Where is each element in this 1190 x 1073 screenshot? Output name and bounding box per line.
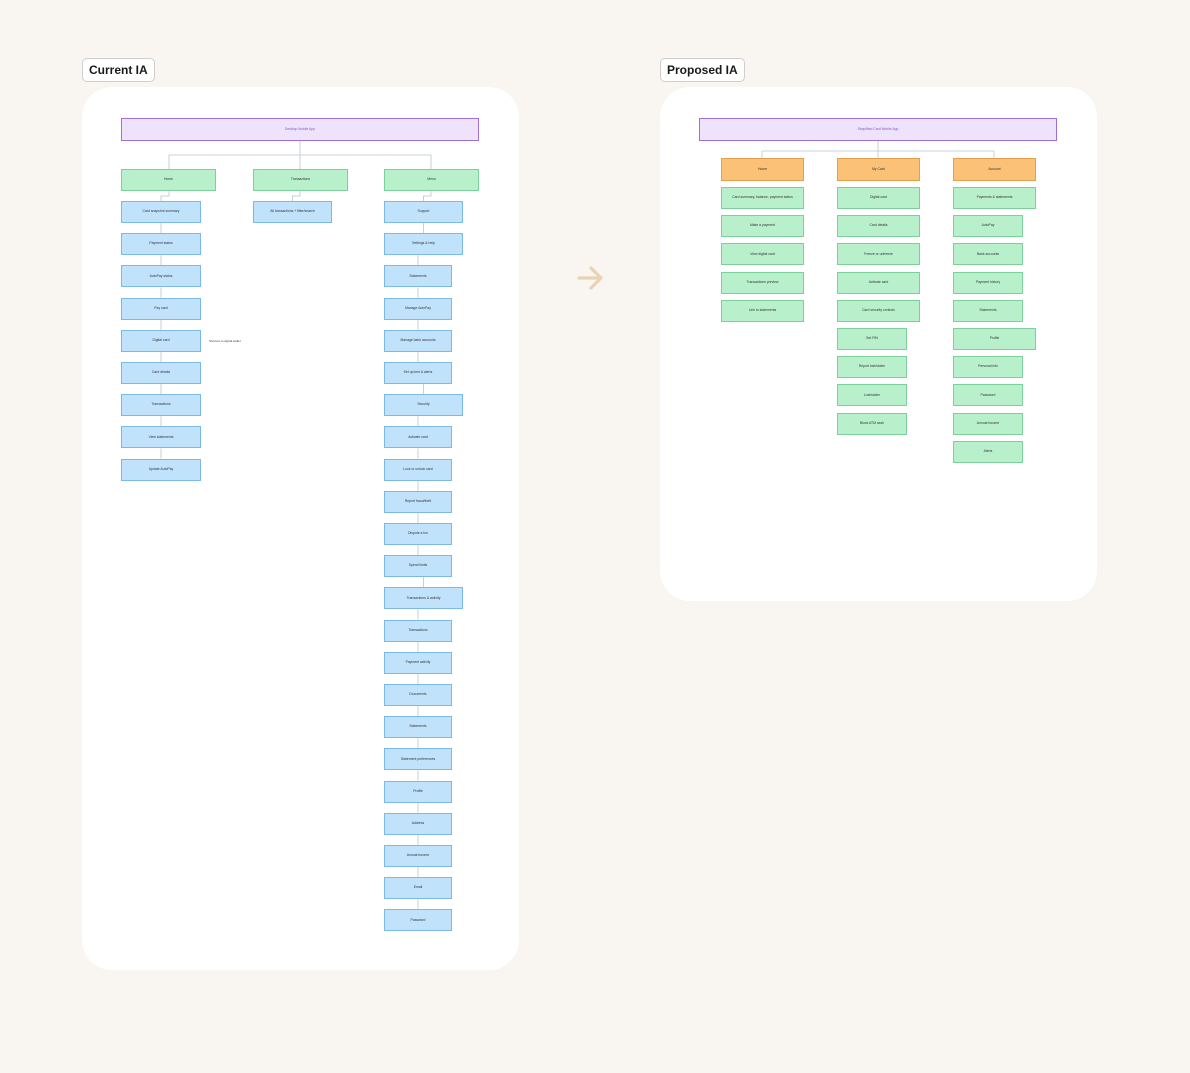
proposed-category-home: Home: [721, 158, 804, 181]
proposed-child-node: Report lost/stolen: [837, 356, 907, 379]
proposed-child-node: Bank accounts: [953, 243, 1023, 266]
current-child-node: Digital card: [121, 329, 201, 352]
current-child-node: AutoPay status: [121, 265, 201, 288]
proposed-child-node: Make a payment: [721, 215, 804, 238]
proposed-child-node: Freeze or unfreeze: [837, 243, 920, 266]
current-child-node: Statements: [384, 716, 452, 739]
current-child-node: Support: [384, 201, 463, 223]
proposed-category-my-card: My Card: [837, 158, 920, 181]
proposed-child-node: Alerts: [953, 440, 1023, 463]
current-root-node: Desktop Mobile App: [121, 118, 479, 141]
current-category-home: Home: [121, 169, 216, 191]
current-child-node: Settings & help: [384, 233, 463, 256]
current-child-node: Update AutoPay: [121, 458, 201, 481]
proposed-child-node: Link to statements: [721, 299, 804, 322]
proposed-category-account: Account: [953, 158, 1036, 181]
current-category-menu: Menu: [384, 169, 479, 191]
proposed-child-node: View digital card: [721, 243, 804, 266]
proposed-root-node: Simplified Card Mobile App: [699, 118, 1057, 141]
current-child-node: Lock or unlock card: [384, 458, 452, 481]
current-child-node: View statements: [121, 426, 201, 449]
proposed-child-node: Payments & statements: [953, 187, 1036, 209]
current-child-node: All transactions + filter/search: [253, 201, 332, 223]
current-child-node: Statement preferences: [384, 748, 452, 771]
current-child-node: Card details: [121, 362, 201, 384]
current-child-node: Security: [384, 394, 463, 417]
current-child-node: Payment status: [121, 233, 201, 256]
current-child-node: Statements: [384, 265, 452, 288]
current-child-node: Transactions: [384, 619, 452, 642]
proposed-child-node: Card security controls: [837, 299, 920, 322]
current-child-node: Spend limits: [384, 555, 452, 578]
digital-wallet-note: Shortcut to digital wallet: [209, 339, 241, 343]
current-child-node: Documents: [384, 684, 452, 706]
arrow-right-icon: [577, 266, 603, 290]
proposed-child-node: Annual income: [953, 412, 1023, 435]
proposed-child-node: Activate card: [837, 271, 920, 294]
proposed-ia-label: Proposed IA: [660, 58, 745, 82]
proposed-child-node: Transactions preview: [721, 271, 804, 294]
proposed-child-node: AutoPay: [953, 215, 1023, 238]
current-child-node: Address: [384, 812, 452, 835]
current-child-node: Annual income: [384, 845, 452, 867]
current-child-node: Profile: [384, 780, 452, 803]
proposed-child-node: Personal info: [953, 356, 1023, 379]
proposed-child-node: Profile: [953, 328, 1036, 350]
current-child-node: Card snapshot summary: [121, 201, 201, 223]
current-child-node: Payment activity: [384, 651, 452, 674]
current-category-transactions: Transactions: [253, 169, 348, 191]
current-child-node: Manage AutoPay: [384, 297, 452, 320]
current-child-node: Email: [384, 877, 452, 900]
proposed-child-node: Lost/stolen: [837, 384, 907, 407]
current-child-node: Activate card: [384, 426, 452, 449]
current-child-node: Manage bank accounts: [384, 329, 452, 352]
current-child-node: Transactions: [121, 394, 201, 417]
current-child-node: Transactions & activity: [384, 587, 463, 610]
proposed-child-node: Block ATM cash: [837, 412, 907, 435]
proposed-child-node: Card summary, balance, payment status: [721, 187, 804, 209]
proposed-child-node: Set PIN: [837, 328, 907, 350]
current-child-node: Password: [384, 909, 452, 932]
current-ia-label: Current IA: [82, 58, 155, 82]
current-child-node: Set up text & alerts: [384, 362, 452, 384]
current-child-node: Pay card: [121, 297, 201, 320]
current-child-node: Report fraud/theft: [384, 490, 452, 513]
proposed-child-node: Statements: [953, 299, 1023, 322]
current-child-node: Dispute a txn: [384, 523, 452, 545]
proposed-child-node: Digital card: [837, 187, 920, 209]
proposed-child-node: Card details: [837, 215, 920, 238]
proposed-child-node: Password: [953, 384, 1023, 407]
proposed-child-node: Payment history: [953, 271, 1023, 294]
